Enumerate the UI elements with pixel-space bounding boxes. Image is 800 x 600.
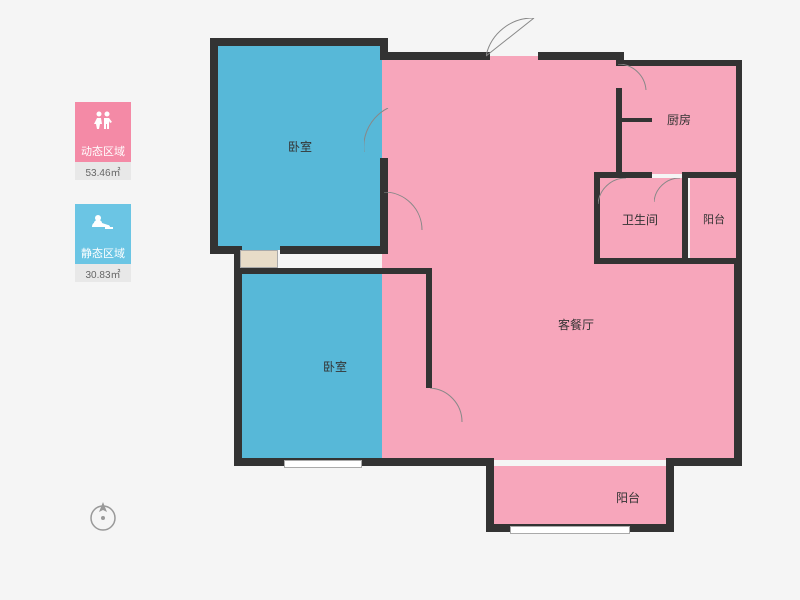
wall: [666, 458, 674, 532]
wall: [616, 118, 652, 122]
wall: [234, 268, 432, 274]
wall: [734, 258, 742, 464]
dynamic-label: 动态区域: [75, 140, 131, 162]
floorplan: 卧室 卧室 客餐厅 厨房 卫生间 阳台 阳台: [210, 28, 760, 568]
wall: [486, 458, 494, 532]
wall: [594, 258, 742, 264]
balcony2-label: 阳台: [616, 489, 640, 506]
wall: [666, 458, 742, 466]
door-arc-icon: [384, 192, 426, 234]
wall: [736, 60, 742, 176]
room-balcony2: 阳台: [490, 466, 670, 528]
wall: [616, 88, 622, 176]
legend-panel: 动态区域 53.46㎡ 静态区域 30.83㎡: [75, 102, 131, 306]
wall: [538, 52, 624, 60]
wall: [210, 38, 218, 254]
window-icon: [688, 184, 694, 244]
wall: [210, 38, 388, 46]
static-label: 静态区域: [75, 242, 131, 264]
door-arc-icon: [654, 178, 684, 208]
static-icon: [75, 204, 131, 242]
static-value: 30.83㎡: [75, 264, 131, 282]
wall: [426, 268, 432, 388]
window-icon: [240, 250, 278, 268]
window-icon: [510, 526, 630, 534]
door-arc-icon: [598, 178, 632, 208]
door-arc-icon: [430, 388, 466, 428]
legend-dynamic: 动态区域 53.46㎡: [75, 102, 131, 180]
room-bedroom1: 卧室: [214, 42, 386, 250]
dynamic-icon: [75, 102, 131, 140]
dynamic-value: 53.46㎡: [75, 162, 131, 180]
legend-static: 静态区域 30.83㎡: [75, 204, 131, 282]
wall: [682, 172, 742, 178]
wall: [280, 246, 388, 254]
balcony1-label: 阳台: [703, 211, 725, 227]
door-arc-icon: [486, 18, 542, 60]
bedroom1-label: 卧室: [288, 138, 312, 155]
compass-icon: [85, 498, 121, 534]
room-balcony1: 阳台: [690, 178, 738, 260]
door-arc-icon: [364, 108, 394, 158]
window-icon: [284, 460, 362, 468]
wall: [234, 268, 242, 466]
kitchen-label: 厨房: [667, 111, 691, 128]
living-label: 客餐厅: [558, 316, 594, 333]
room-living: 客餐厅: [382, 56, 622, 460]
door-arc-icon: [618, 64, 652, 94]
wall: [234, 458, 494, 466]
wall: [380, 52, 490, 60]
bedroom2-label: 卧室: [323, 358, 347, 375]
wall: [736, 172, 742, 264]
bath-label: 卫生间: [622, 211, 658, 228]
